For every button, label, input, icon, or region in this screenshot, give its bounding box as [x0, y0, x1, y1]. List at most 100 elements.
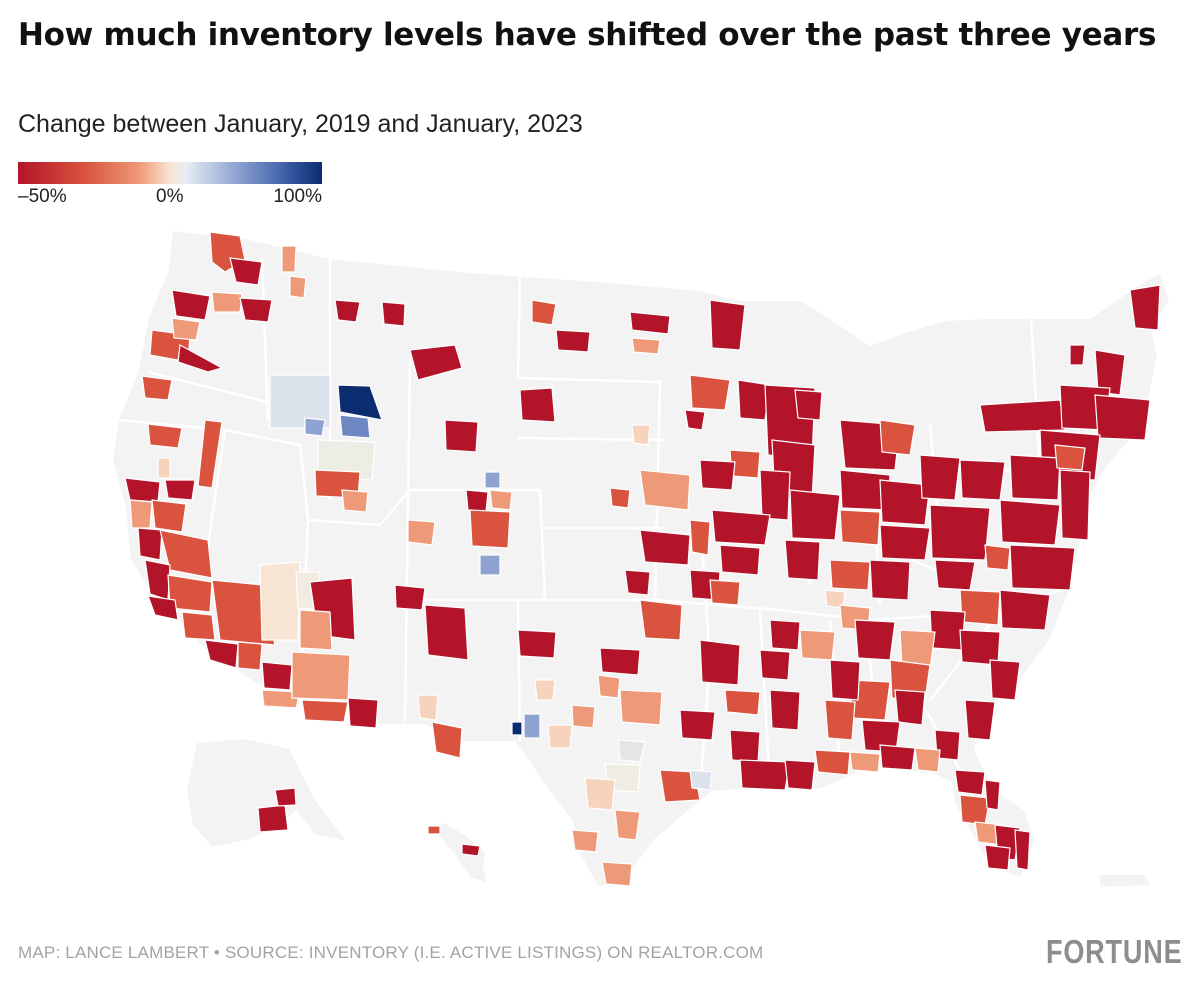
metro-area	[141, 375, 173, 401]
metro-area	[934, 559, 976, 591]
metro-area	[237, 641, 263, 671]
metro-area	[984, 779, 1001, 811]
metro-area	[171, 289, 211, 321]
metro-area	[289, 275, 307, 299]
metro-area	[699, 639, 741, 686]
metro-area	[211, 579, 276, 646]
metro-area	[934, 729, 961, 761]
metro-area	[789, 489, 841, 541]
metro-area	[799, 629, 836, 661]
metro-area	[597, 674, 621, 699]
metro-area	[157, 457, 171, 479]
metro-area	[301, 699, 349, 723]
metro-area	[257, 804, 289, 833]
metro-area	[381, 301, 406, 327]
metro-area	[879, 744, 916, 771]
metro-area	[584, 777, 616, 811]
puerto-rico-land	[1096, 873, 1154, 890]
metro-area	[609, 487, 631, 509]
metro-area	[631, 337, 661, 355]
legend-min-label: –50%	[18, 186, 67, 207]
metro-area	[269, 374, 331, 429]
metro-area	[229, 257, 263, 286]
metro-area	[964, 699, 996, 741]
alaska-land	[184, 736, 351, 850]
metro-area	[409, 344, 463, 381]
metro-area	[1094, 349, 1126, 396]
metro-area	[719, 544, 761, 576]
metro-area	[639, 529, 691, 566]
metro-area	[794, 389, 823, 421]
metro-area	[999, 589, 1051, 631]
metro-area	[479, 554, 501, 576]
metro-area	[299, 609, 333, 651]
metro-area	[829, 659, 861, 701]
metro-area	[159, 529, 213, 579]
metro-area	[1069, 344, 1086, 366]
metro-area	[484, 471, 501, 489]
metro-area	[879, 524, 931, 561]
legend-mid-label: 0%	[156, 186, 184, 207]
metro-area	[617, 739, 646, 763]
metro-area	[274, 787, 297, 807]
metro-area	[334, 299, 361, 323]
metro-area	[164, 479, 196, 501]
metro-area	[989, 659, 1021, 701]
metro-area	[259, 561, 301, 641]
metro-area	[899, 629, 936, 671]
legend-gradient-bar	[18, 162, 322, 184]
metro-area	[824, 699, 856, 741]
metro-area	[304, 417, 326, 437]
metro-area	[639, 469, 691, 511]
metro-area	[1059, 469, 1091, 541]
metro-area	[197, 419, 223, 489]
metro-area	[729, 729, 761, 763]
metro-area	[129, 499, 153, 529]
metro-area	[689, 519, 711, 556]
metro-area	[759, 649, 791, 681]
metro-area	[959, 794, 991, 826]
metro-area	[144, 559, 171, 601]
metro-area	[769, 689, 801, 731]
metro-area	[769, 619, 801, 651]
metro-area	[555, 329, 591, 353]
metro-area	[959, 589, 1001, 626]
metro-area	[177, 344, 224, 373]
metro-area	[737, 379, 771, 421]
metro-area	[211, 291, 243, 313]
metro-area	[137, 527, 163, 561]
metro-area	[204, 639, 239, 669]
metro-area	[829, 559, 871, 591]
metro-area	[631, 424, 651, 446]
metro-area	[839, 509, 881, 546]
metro-area	[417, 694, 439, 721]
metro-area	[147, 595, 179, 621]
metro-area	[489, 489, 513, 511]
page-subtitle: Change between January, 2019 and January…	[18, 110, 583, 138]
metro-area	[571, 704, 596, 729]
metro-area	[571, 829, 599, 853]
metro-area	[699, 459, 736, 491]
metro-area	[624, 569, 651, 596]
metro-area	[261, 689, 301, 709]
metro-area	[424, 604, 469, 661]
color-legend: –50% 0% 100%	[18, 162, 322, 208]
metro-area	[427, 825, 441, 835]
metro-area	[999, 499, 1061, 546]
metro-area	[124, 477, 161, 503]
metro-area	[929, 504, 991, 561]
metro-area	[679, 709, 716, 741]
metro-area	[759, 469, 791, 521]
metro-area	[849, 751, 881, 773]
metro-area	[511, 721, 523, 736]
metro-area	[523, 713, 541, 739]
metro-area	[659, 769, 701, 803]
metro-area	[709, 299, 746, 351]
hawaii-land	[428, 820, 490, 886]
metro-area	[959, 459, 1006, 501]
metro-area	[739, 759, 791, 791]
metro-area	[1009, 544, 1076, 591]
metro-area	[547, 724, 573, 749]
metro-area	[639, 599, 683, 641]
metro-area	[711, 509, 771, 546]
